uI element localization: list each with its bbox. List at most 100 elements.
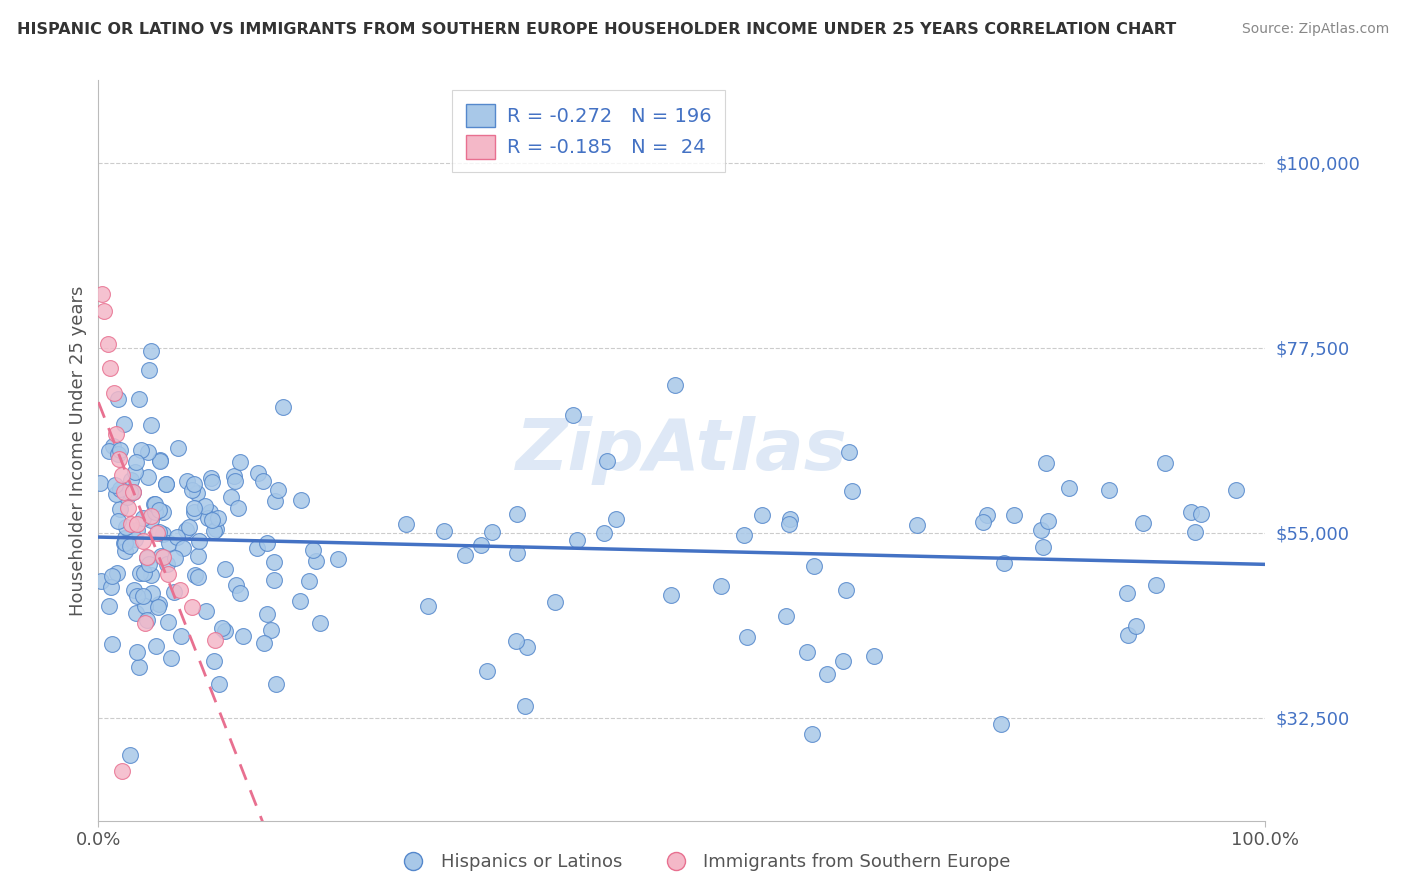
Point — [180, 599, 202, 614]
Point — [89, 476, 111, 491]
Point — [273, 400, 295, 414]
Point — [187, 549, 209, 563]
Point — [593, 526, 616, 541]
Point — [211, 621, 233, 635]
Point — [93, 303, 115, 318]
Point — [141, 343, 163, 358]
Point — [155, 477, 177, 491]
Point — [141, 417, 163, 432]
Point — [290, 492, 312, 507]
Point — [139, 513, 162, 527]
Point — [114, 543, 136, 558]
Point — [201, 512, 224, 526]
Point — [141, 586, 163, 600]
Point — [976, 508, 998, 522]
Point — [127, 644, 149, 658]
Point — [187, 570, 209, 584]
Point — [256, 607, 278, 622]
Point — [104, 427, 127, 442]
Point — [481, 525, 503, 540]
Point — [993, 557, 1015, 571]
Legend: R = -0.272   N = 196, R = -0.185   N =  24: R = -0.272 N = 196, R = -0.185 N = 24 — [453, 90, 725, 172]
Point — [134, 599, 156, 614]
Point — [266, 677, 288, 691]
Point — [664, 378, 686, 392]
Point — [214, 562, 236, 576]
Point — [157, 536, 180, 550]
Point — [737, 630, 759, 644]
Point — [247, 466, 270, 480]
Point — [121, 485, 143, 500]
Point — [132, 566, 155, 581]
Point — [101, 438, 124, 452]
Point — [454, 549, 477, 563]
Point — [169, 583, 191, 598]
Point — [1225, 483, 1247, 498]
Point — [128, 566, 150, 581]
Point — [207, 511, 229, 525]
Point — [114, 531, 136, 545]
Point — [562, 408, 585, 422]
Point — [201, 475, 224, 489]
Point — [143, 497, 166, 511]
Point — [176, 475, 198, 489]
Point — [214, 624, 236, 639]
Point — [1189, 508, 1212, 522]
Point — [97, 336, 120, 351]
Point — [194, 500, 217, 514]
Point — [395, 517, 418, 532]
Point — [205, 522, 228, 536]
Point — [252, 474, 274, 488]
Point — [186, 486, 208, 500]
Point — [267, 483, 290, 497]
Point — [90, 287, 112, 301]
Point — [288, 593, 311, 607]
Point — [108, 443, 131, 458]
Point — [595, 454, 617, 468]
Point — [156, 558, 179, 572]
Point — [184, 568, 207, 582]
Point — [301, 542, 323, 557]
Point — [128, 660, 150, 674]
Point — [800, 727, 823, 741]
Point — [157, 615, 180, 629]
Point — [263, 555, 285, 569]
Point — [1180, 504, 1202, 518]
Point — [1036, 515, 1059, 529]
Point — [120, 517, 142, 532]
Point — [124, 465, 146, 479]
Point — [224, 474, 246, 488]
Point — [104, 487, 127, 501]
Point — [121, 485, 143, 500]
Point — [202, 654, 225, 668]
Point — [1031, 523, 1053, 537]
Point — [128, 392, 150, 406]
Point — [148, 524, 170, 539]
Point — [815, 667, 838, 681]
Point — [177, 519, 200, 533]
Point — [183, 501, 205, 516]
Point — [506, 507, 529, 521]
Point — [1002, 508, 1025, 523]
Point — [97, 599, 120, 613]
Point — [253, 636, 276, 650]
Point — [183, 477, 205, 491]
Point — [134, 616, 156, 631]
Point — [150, 549, 173, 563]
Point — [111, 764, 134, 779]
Point — [513, 699, 536, 714]
Point — [309, 615, 332, 630]
Point — [146, 599, 169, 614]
Point — [101, 569, 124, 583]
Point — [659, 588, 682, 602]
Point — [170, 629, 193, 643]
Point — [174, 524, 197, 538]
Point — [470, 538, 492, 552]
Point — [143, 505, 166, 519]
Point — [141, 567, 163, 582]
Point — [256, 536, 278, 550]
Point — [136, 445, 159, 459]
Point — [104, 477, 127, 491]
Point — [136, 550, 159, 565]
Point — [138, 558, 160, 572]
